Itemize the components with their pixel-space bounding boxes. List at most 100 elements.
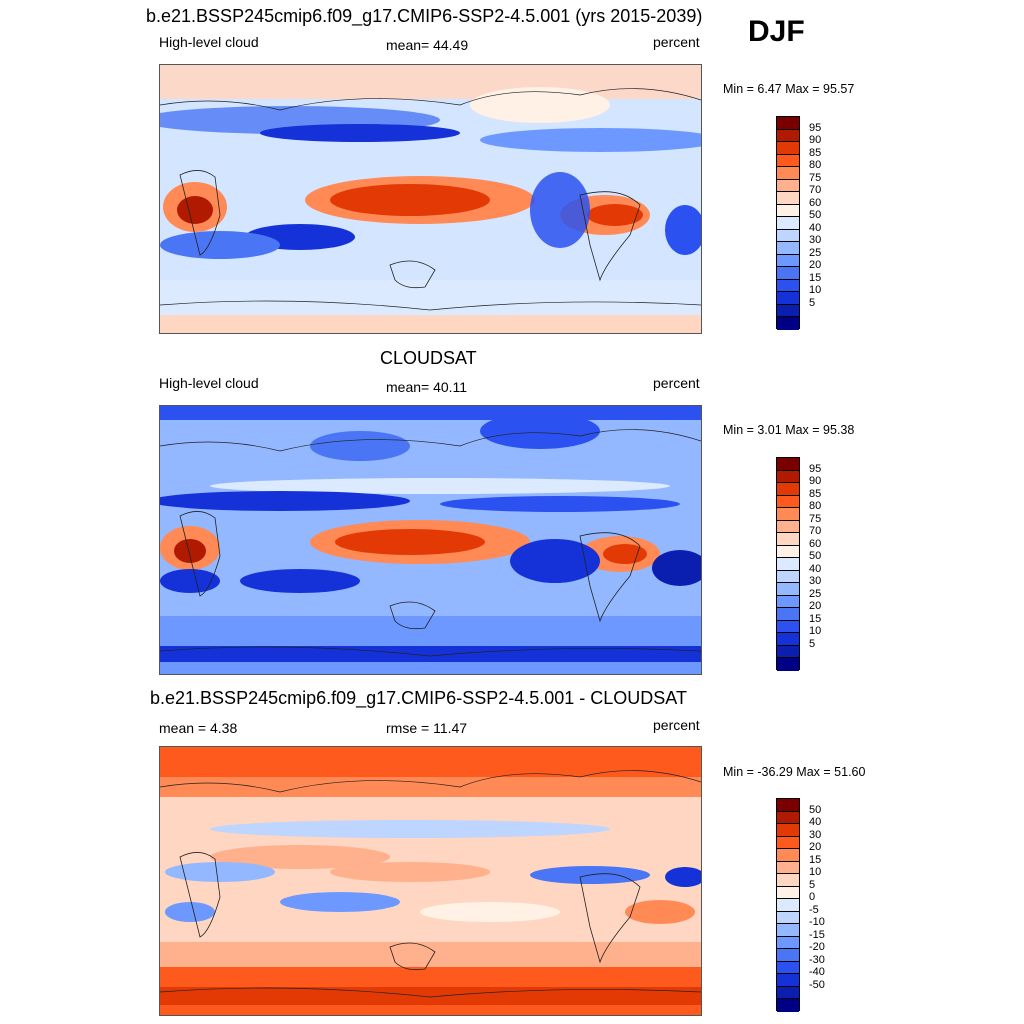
panel2-units-label: percent (653, 375, 700, 391)
colorbar-tick-label: 50 (809, 550, 822, 563)
colorbar-swatch (777, 483, 799, 496)
colorbar-swatch (777, 142, 799, 155)
colorbar-tick-label: 15 (809, 853, 822, 866)
colorbar-tick-label: 15 (809, 612, 822, 625)
panel2-title: CLOUDSAT (380, 348, 477, 368)
colorbar-tick-label: -40 (809, 966, 825, 979)
colorbar-swatch (777, 267, 799, 280)
colorbar-tick-label: 20 (809, 841, 822, 854)
colorbar-swatch (777, 292, 799, 305)
panel3-minmax: Min = -36.29 Max = 51.60 (723, 765, 866, 779)
colorbar-swatch (777, 799, 799, 812)
panel2-map (159, 405, 702, 675)
colorbar-tick-label: 85 (809, 146, 822, 159)
colorbar-swatch (777, 874, 799, 887)
colorbar-swatch (777, 608, 799, 621)
panel3-title: b.e21.BSSP245cmip6.f09_g17.CMIP6-SSP2-4.… (150, 688, 687, 708)
colorbar-swatch (777, 558, 799, 571)
colorbar-tick-label: 20 (809, 600, 822, 613)
colorbar-tick-label: 30 (809, 828, 822, 841)
colorbar-swatch (777, 470, 799, 484)
colorbar-swatch (777, 811, 799, 825)
colorbar-tick-label: 25 (809, 587, 822, 600)
colorbar-swatch (777, 886, 799, 900)
panel2-map-svg (160, 406, 701, 674)
colorbar-swatch (777, 192, 799, 205)
colorbar-tick-label: 10 (809, 284, 822, 297)
colorbar-swatch (777, 658, 799, 671)
colorbar-swatch (777, 242, 799, 255)
colorbar-swatch (777, 849, 799, 862)
colorbar-tick-label: 10 (809, 866, 822, 879)
colorbar-tick-label: 0 (809, 891, 816, 904)
colorbar-tick-label: 85 (809, 487, 822, 500)
colorbar-swatch (777, 545, 799, 559)
panel3-colorbar (776, 798, 800, 1012)
colorbar-swatch (777, 167, 799, 180)
colorbar-swatch (777, 824, 799, 837)
colorbar-tick-label: -15 (809, 928, 825, 941)
colorbar-swatch (777, 999, 799, 1012)
panel1-map (159, 64, 702, 334)
panel1-mean-label: mean= 44.49 (386, 37, 469, 53)
colorbar-swatch (777, 949, 799, 962)
colorbar-tick-label: 50 (809, 209, 822, 222)
colorbar-tick-label: -10 (809, 916, 825, 929)
colorbar-tick-label: 80 (809, 500, 822, 513)
colorbar-tick-label: -50 (809, 978, 825, 991)
colorbar-swatch (777, 899, 799, 912)
colorbar-tick-label: 5 (809, 296, 816, 309)
colorbar-swatch (777, 520, 799, 534)
colorbar-tick-label: 5 (809, 878, 816, 891)
panel2-mean-label: mean= 40.11 (386, 379, 468, 395)
colorbar-swatch (777, 317, 799, 330)
colorbar-swatch (777, 961, 799, 975)
colorbar-tick-label: 70 (809, 184, 822, 197)
colorbar-tick-label: 90 (809, 475, 822, 488)
colorbar-tick-label: 95 (809, 121, 822, 134)
colorbar-tick-label: 20 (809, 259, 822, 272)
season-label: DJF (748, 15, 805, 48)
colorbar-tick-label: 40 (809, 562, 822, 575)
colorbar-swatch (777, 583, 799, 596)
colorbar-tick-label: 75 (809, 512, 822, 525)
panel2-minmax: Min = 3.01 Max = 95.38 (723, 423, 855, 437)
colorbar-swatch (777, 924, 799, 937)
colorbar-tick-label: 30 (809, 234, 822, 247)
colorbar-swatch (777, 986, 799, 1000)
colorbar-swatch (777, 633, 799, 646)
colorbar-swatch (777, 154, 799, 168)
colorbar-swatch (777, 570, 799, 584)
panel1-units-label: percent (653, 34, 700, 50)
colorbar-tick-label: 70 (809, 525, 822, 538)
colorbar-swatch (777, 254, 799, 268)
colorbar-tick-label: 50 (809, 803, 822, 816)
colorbar-tick-label: 30 (809, 575, 822, 588)
colorbar-swatch (777, 836, 799, 850)
panel1-variable-label: High-level cloud (159, 34, 259, 50)
panel3-map (159, 746, 702, 1016)
panel2-colorbar (776, 457, 800, 671)
colorbar-swatch (777, 595, 799, 609)
panel3-mean-label: mean = 4.38 (159, 720, 238, 736)
colorbar-swatch (777, 458, 799, 471)
colorbar-swatch (777, 304, 799, 318)
colorbar-tick-label: 90 (809, 134, 822, 147)
colorbar-tick-label: 5 (809, 637, 816, 650)
colorbar-swatch (777, 229, 799, 243)
colorbar-tick-label: 40 (809, 221, 822, 234)
colorbar-swatch (777, 279, 799, 293)
panel3-rmse-label: rmse = 11.47 (386, 720, 468, 736)
colorbar-tick-label: 60 (809, 196, 822, 209)
colorbar-swatch (777, 179, 799, 193)
colorbar-swatch (777, 911, 799, 925)
colorbar-tick-label: 60 (809, 537, 822, 550)
panel1-minmax: Min = 6.47 Max = 95.57 (723, 82, 855, 96)
colorbar-tick-label: -20 (809, 941, 825, 954)
colorbar-tick-label: -5 (809, 903, 819, 916)
panel1-title: b.e21.BSSP245cmip6.f09_g17.CMIP6-SSP2-4.… (146, 6, 703, 26)
colorbar-tick-label: 10 (809, 625, 822, 638)
colorbar-tick-label: 75 (809, 171, 822, 184)
panel2-variable-label: High-level cloud (159, 375, 259, 391)
colorbar-tick-label: 15 (809, 271, 822, 284)
